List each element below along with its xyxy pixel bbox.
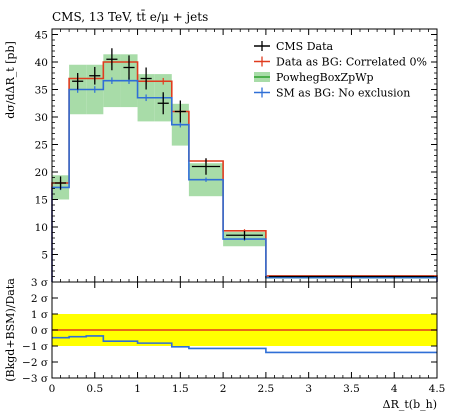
- ratio-y-tick-label: 2 σ: [31, 293, 48, 305]
- ratio-y-tick-label: −1 σ: [22, 341, 48, 353]
- y-tick-label: 40: [35, 57, 48, 69]
- ratio-y-axis-label: (Bkgd+BSM)/Data: [4, 278, 17, 382]
- x-tick-label: 3: [305, 383, 312, 395]
- series-step-line: [51, 79, 438, 282]
- y-tick-label: 20: [35, 167, 48, 179]
- x-tick-label: 2: [220, 383, 227, 395]
- ratio-plot: 3 σ 2 σ 1 σ 0 σ −1 σ −2 σ −3 σ0 0.5 1 1.5 2 2.5 3 3.5…: [22, 277, 445, 395]
- legend-entry-label: Data as BG: Correlated 0%: [276, 56, 427, 69]
- legend-entry-label: PowhegBoxZpWp: [276, 71, 374, 84]
- ratio-y-tick-label: −2 σ: [22, 357, 48, 369]
- ratio-y-tick-label: 0 σ: [31, 325, 48, 337]
- ratio-y-tick-label: −3 σ: [22, 373, 48, 385]
- main-plot: 5 10 15 20 25 30 35 40 45: [35, 28, 438, 283]
- legend-entry-label: SM as BG: No exclusion: [276, 87, 410, 100]
- x-tick-label: 0: [49, 383, 56, 395]
- y-tick-label: 45: [35, 30, 48, 42]
- x-tick-label: 1.5: [172, 383, 189, 395]
- y-tick-label: 25: [35, 140, 48, 152]
- ratio-y-tick-label: 3 σ: [31, 277, 48, 289]
- y-tick-label: 30: [35, 112, 48, 124]
- series-step-line: [51, 61, 438, 282]
- legend: CMS Data Data as BG: Correlated 0% PowhegB…: [254, 40, 427, 100]
- x-tick-label: 1: [134, 383, 141, 395]
- x-axis-label: ΔR_t(b_h): [383, 398, 437, 411]
- x-tick-label: 0.5: [86, 383, 103, 395]
- ratio-y-tick-label: 1 σ: [31, 309, 48, 321]
- x-tick-label: 4: [391, 383, 398, 395]
- x-tick-label: 3.5: [343, 383, 360, 395]
- y-tick-label: 35: [35, 85, 48, 97]
- y-axis-label: dσ/dΔR_t [pb]: [4, 41, 17, 119]
- y-tick-label: 10: [35, 222, 48, 234]
- legend-entry-label: CMS Data: [276, 40, 334, 53]
- ratio-line-sm: [52, 335, 437, 354]
- x-tick-label: 4.5: [429, 383, 446, 395]
- y-tick-label: 5: [41, 250, 48, 262]
- chart-title: CMS, 13 TeV, tt̄ e/μ + jets: [52, 8, 208, 24]
- x-tick-label: 2.5: [258, 383, 275, 395]
- y-tick-label: 15: [35, 195, 48, 207]
